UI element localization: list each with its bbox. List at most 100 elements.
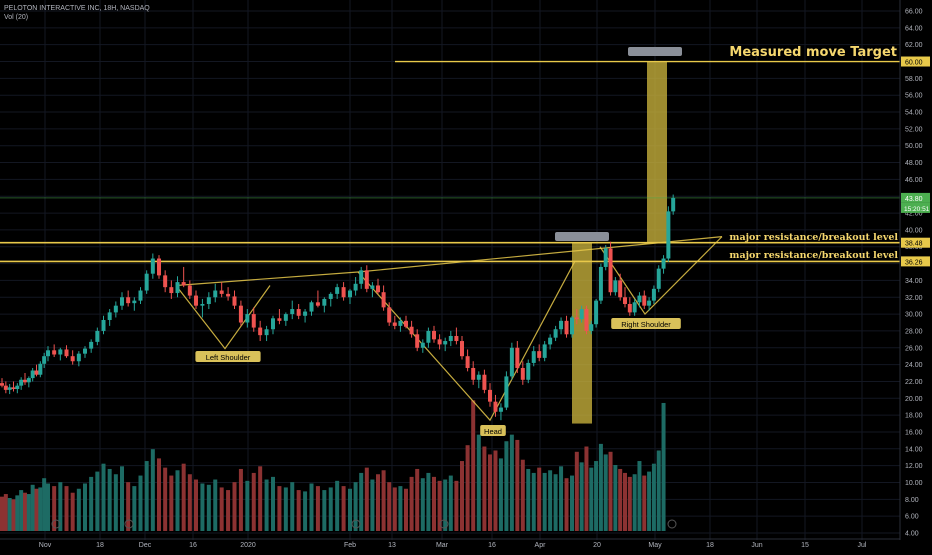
volume-bar: [520, 459, 525, 531]
right-shoulder-label: Right Shoulder: [611, 318, 681, 329]
left-shoulder-label-text: Left Shoulder: [206, 353, 251, 362]
volume-bar: [169, 475, 174, 531]
candle-body: [661, 258, 666, 269]
candle-body: [509, 347, 514, 377]
candle-body: [504, 376, 509, 408]
volume-bar: [359, 472, 364, 531]
candle-body: [437, 339, 442, 345]
x-tick-label: Dec: [139, 542, 152, 549]
volume-bar: [448, 475, 453, 531]
candle-body: [448, 335, 453, 342]
volume-bar: [34, 488, 39, 531]
candle-body: [271, 318, 275, 330]
candle-body: [613, 280, 618, 293]
candle-body: [559, 320, 564, 330]
candle-body: [493, 401, 498, 412]
volume-bar: [651, 463, 656, 531]
candle-body: [548, 337, 553, 345]
volume-bar: [656, 450, 661, 531]
head-label-text: Head: [484, 427, 502, 436]
candle-body: [132, 300, 137, 304]
volume-bar: [526, 468, 531, 531]
candle-body: [404, 320, 408, 327]
x-tick-label: Feb: [344, 542, 356, 549]
volume-bar: [353, 482, 358, 531]
volume-bar: [58, 482, 63, 531]
volume-bar: [38, 487, 43, 531]
candle-body: [465, 356, 470, 368]
candle-body: [398, 320, 403, 326]
candle-body: [107, 312, 112, 320]
volume-bar: [238, 468, 243, 531]
event-marker: [667, 519, 677, 529]
volume-bar: [144, 461, 149, 531]
volume-bar: [613, 465, 618, 531]
volume-bar: [432, 476, 436, 531]
x-tick-label: Jul: [858, 542, 867, 549]
volume-bar: [187, 474, 192, 531]
y-tick-label: 52.00: [905, 126, 923, 133]
right-shoulder-line: [599, 236, 723, 316]
right-shoulder-label-text: Right Shoulder: [621, 320, 671, 329]
candle-body: [70, 356, 75, 362]
candle-body: [526, 362, 531, 380]
y-tick-label: 12.00: [905, 463, 923, 470]
candle-body: [341, 287, 346, 298]
y-tick-label: 26.00: [905, 345, 923, 352]
candle-body: [157, 258, 161, 276]
neckline-left: [175, 271, 359, 287]
volume-bar: [381, 470, 386, 531]
volume-bar: [76, 488, 81, 531]
y-tick-label: 38.00: [905, 244, 923, 251]
volume-bar: [627, 476, 632, 531]
volume-bar: [460, 461, 464, 531]
candle-body: [58, 349, 63, 355]
volume-bar: [322, 490, 327, 531]
y-tick-label: 46.00: [905, 177, 923, 184]
candle-body: [238, 305, 243, 323]
volume-bar: [415, 468, 420, 531]
volume-bar: [603, 454, 608, 531]
candle-body: [531, 351, 536, 363]
volume-bar: [283, 487, 288, 531]
candle-body: [42, 356, 47, 364]
y-tick-label: 32.00: [905, 295, 923, 302]
volume-bar: [303, 491, 308, 531]
left-shoulder-label: Left Shoulder: [195, 351, 261, 362]
candle-body: [642, 295, 647, 306]
y-tick-label: 50.00: [905, 143, 923, 150]
volume-bar: [64, 486, 69, 531]
target-annotation: Measured move Target: [729, 45, 897, 60]
candle-body: [426, 330, 431, 343]
volume-bar: [476, 434, 481, 531]
volume-bar: [126, 482, 131, 531]
y-tick-label: 42.00: [905, 211, 923, 218]
volume-bar: [200, 483, 205, 531]
price-tag-target: 60.00: [905, 60, 923, 67]
candle-body: [409, 326, 414, 335]
volume-bar: [661, 402, 666, 531]
volume-bar: [398, 486, 403, 531]
price-tag-target-bg: [901, 56, 930, 67]
event-marker: [51, 519, 61, 529]
volume-bar: [19, 490, 24, 531]
candle-body: [603, 248, 608, 267]
candle-body: [219, 290, 224, 294]
y-tick-label: 56.00: [905, 93, 923, 100]
x-tick-label: Jun: [751, 542, 762, 549]
volume-bar: [226, 490, 231, 531]
volume-bar: [175, 470, 180, 531]
volume-bar: [157, 458, 161, 531]
candle-body: [3, 385, 8, 390]
volume-bar: [271, 476, 275, 531]
volume-bar: [509, 434, 514, 531]
candle-body: [290, 309, 295, 315]
head-line: [357, 260, 576, 422]
volume-bar: [52, 486, 57, 531]
event-marker: [351, 519, 361, 529]
volume-bar: [30, 484, 35, 531]
volume-bar: [290, 482, 295, 531]
head-label-bg: [480, 425, 506, 436]
